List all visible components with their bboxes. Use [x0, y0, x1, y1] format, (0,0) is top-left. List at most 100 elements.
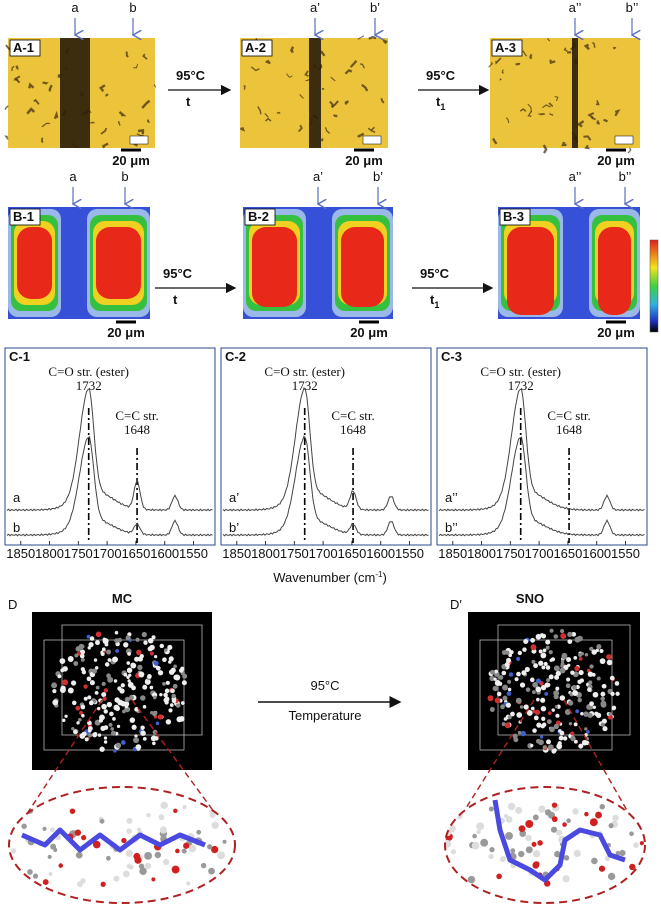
micrograph-texture	[98, 84, 106, 92]
atom	[532, 690, 536, 695]
atom	[144, 862, 152, 870]
atom	[554, 674, 560, 680]
atom	[163, 648, 168, 652]
atom	[584, 727, 588, 731]
atom	[207, 844, 213, 850]
atom	[549, 658, 553, 662]
atom	[503, 813, 509, 819]
atom	[134, 856, 142, 864]
atom	[211, 821, 219, 829]
atom	[188, 844, 197, 853]
atom	[536, 697, 540, 702]
atom	[171, 865, 180, 874]
micrograph-texture	[488, 61, 494, 68]
atom	[587, 687, 592, 692]
atom	[177, 703, 181, 708]
atom	[612, 814, 619, 822]
atom	[94, 666, 99, 670]
atom	[506, 657, 512, 663]
peak-value: 1648	[340, 422, 366, 437]
atom	[79, 710, 83, 715]
atom	[107, 658, 112, 662]
atom	[89, 636, 95, 641]
atom	[592, 691, 599, 698]
atom	[599, 658, 606, 665]
atom	[489, 707, 495, 712]
micrograph-texture	[596, 120, 601, 125]
atom	[575, 709, 580, 714]
x-tick-label: 1650	[121, 546, 150, 561]
atom	[600, 696, 605, 702]
atom	[629, 863, 636, 871]
atom	[50, 827, 55, 833]
atom	[101, 692, 107, 698]
crack	[572, 38, 578, 148]
atom	[134, 734, 138, 738]
atom	[162, 682, 166, 686]
micrograph-texture	[329, 100, 334, 108]
micrograph-texture	[537, 112, 545, 116]
atom	[155, 721, 160, 726]
atom	[42, 879, 49, 886]
micrograph-texture	[100, 127, 108, 135]
atom	[550, 826, 558, 833]
atom	[106, 855, 111, 861]
atom	[102, 638, 109, 645]
atom	[541, 665, 546, 670]
atom	[577, 679, 582, 685]
atom	[143, 640, 148, 645]
micrograph-texture	[276, 111, 281, 114]
atom	[153, 660, 159, 666]
atom	[629, 831, 634, 837]
atom	[586, 730, 590, 734]
atom	[110, 727, 115, 731]
atom	[126, 661, 131, 665]
atom	[586, 668, 591, 673]
atom	[578, 743, 584, 749]
atom	[514, 677, 519, 682]
atom	[104, 662, 110, 667]
micrograph-texture	[42, 81, 49, 85]
atom	[506, 691, 512, 696]
atom	[476, 822, 485, 831]
atom	[135, 744, 142, 750]
atom	[554, 705, 559, 709]
atom	[79, 653, 85, 659]
panel-label: B-1	[13, 209, 34, 224]
atom	[547, 744, 554, 751]
micrograph-texture	[14, 75, 21, 84]
atom	[598, 865, 606, 872]
atom	[147, 637, 154, 644]
atom	[542, 648, 547, 653]
micrograph-texture	[330, 76, 336, 82]
atom	[606, 654, 612, 660]
zoom-ellipse	[8, 786, 236, 904]
atom	[555, 713, 560, 718]
model-name: SNO	[516, 591, 544, 606]
atom	[62, 679, 69, 686]
atom	[507, 687, 512, 692]
atom	[154, 655, 158, 659]
atom	[554, 850, 561, 858]
atom	[574, 665, 580, 672]
atom	[607, 872, 616, 881]
atom	[536, 722, 542, 728]
atom	[119, 688, 125, 694]
micrograph-texture	[153, 84, 157, 88]
atom	[59, 687, 66, 693]
atom	[51, 682, 58, 689]
atom	[540, 706, 547, 712]
atom	[540, 697, 546, 703]
spectrum-frame	[220, 347, 432, 546]
micrograph-texture	[361, 83, 369, 92]
atom	[640, 818, 645, 826]
micrograph-texture	[527, 103, 532, 113]
x-tick-label: 1700	[93, 546, 122, 561]
micrograph-texture	[591, 41, 596, 48]
position-label: b	[121, 169, 128, 184]
atom	[532, 814, 539, 821]
atom	[578, 652, 583, 657]
atom	[60, 668, 65, 673]
micrograph-texture	[549, 59, 556, 65]
spectrum-frame	[4, 347, 216, 546]
